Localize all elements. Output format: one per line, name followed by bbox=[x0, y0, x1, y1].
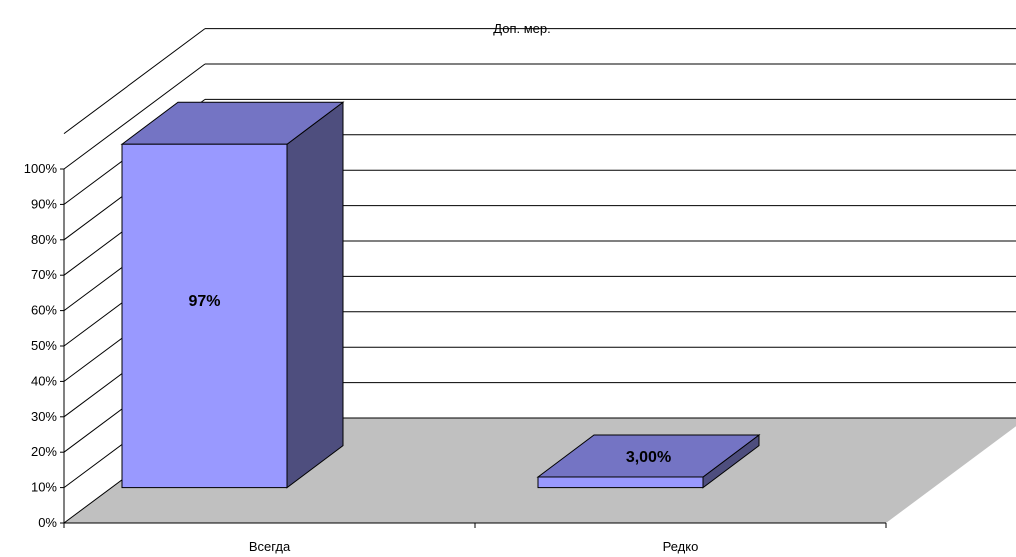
y-axis-ticks: 0% 10% 20% 30% 40% 50% 60% 70% 80% 90% 100% bbox=[24, 161, 64, 530]
bar bbox=[120, 101, 345, 489]
y-tick-label: 10% bbox=[31, 480, 57, 495]
y-tick-label: 20% bbox=[31, 444, 57, 459]
x-axis-labels: Всегда Редко bbox=[249, 539, 699, 554]
data-label: 97% bbox=[188, 293, 220, 310]
y-tick-label: 90% bbox=[31, 196, 57, 211]
gridline bbox=[63, 28, 1016, 135]
data-label: 3,00% bbox=[626, 449, 671, 466]
y-tick-label: 80% bbox=[31, 232, 57, 247]
y-tick-label: 30% bbox=[31, 409, 57, 424]
bars: 97% 3,00% bbox=[120, 101, 761, 489]
bar bbox=[536, 433, 761, 489]
y-tick-label: 0% bbox=[38, 515, 57, 530]
y-tick-label: 60% bbox=[31, 303, 57, 318]
y-tick-label: 100% bbox=[24, 161, 58, 176]
y-tick-label: 40% bbox=[31, 373, 57, 388]
x-tick-label: Всегда bbox=[249, 539, 291, 554]
x-tick-label: Редко bbox=[663, 539, 699, 554]
y-tick-label: 50% bbox=[31, 338, 57, 353]
gridline bbox=[63, 63, 1016, 170]
y-tick-label: 70% bbox=[31, 267, 57, 282]
